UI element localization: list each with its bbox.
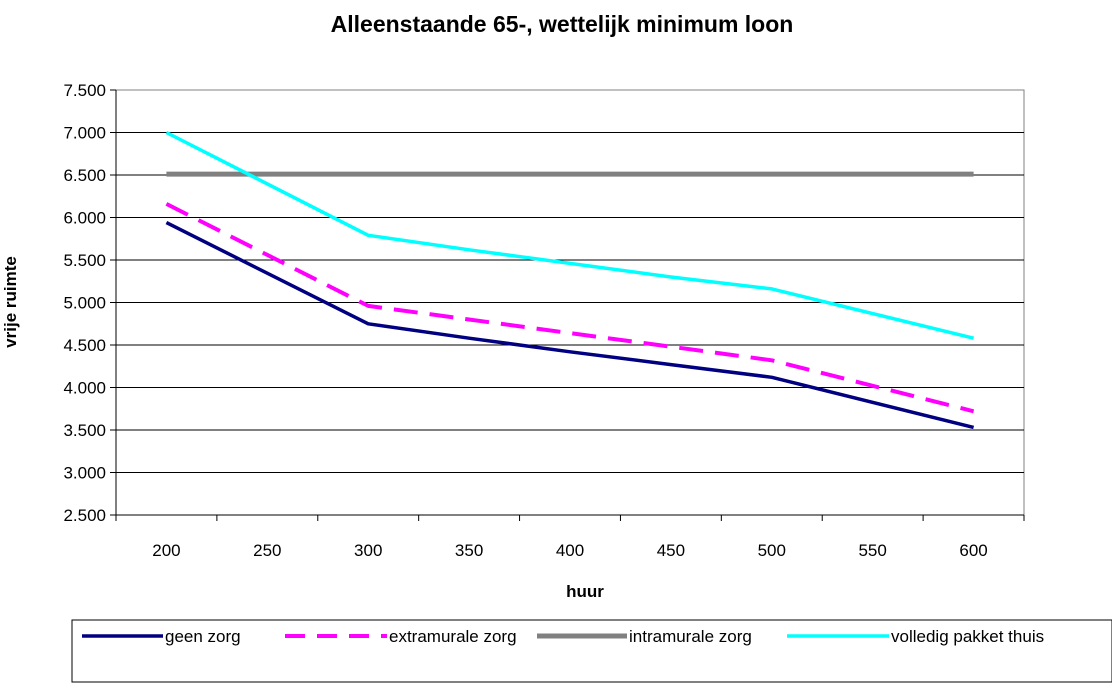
y-tick-label: 2.500 <box>63 506 106 525</box>
y-axis-ticks: 2.500 3.000 3.500 4.000 4.500 5.000 5.500 6.000… <box>63 81 117 525</box>
y-tick-label: 6.000 <box>63 209 106 228</box>
y-tick-label: 5.000 <box>63 294 106 313</box>
x-tick-label: 250 <box>253 541 281 560</box>
chart-title: Alleenstaande 65-, wettelijk minimum loo… <box>331 11 794 37</box>
gridlines <box>116 132 1024 473</box>
x-tick-label: 400 <box>556 541 584 560</box>
y-tick-label: 5.500 <box>63 251 106 270</box>
legend-label: volledig pakket thuis <box>891 627 1044 646</box>
legend <box>71 619 1112 683</box>
x-tick-label: 350 <box>455 541 483 560</box>
x-tick-label: 300 <box>354 541 382 560</box>
series-line <box>165 221 975 430</box>
x-tick-label: 500 <box>758 541 786 560</box>
series-line <box>165 202 975 414</box>
y-tick-label: 7.000 <box>63 124 106 143</box>
x-tick-label: 200 <box>152 541 180 560</box>
legend-entries: geen zorg extramurale zorg intramurale zor… <box>82 627 1044 646</box>
legend-label: intramurale zorg <box>629 627 752 646</box>
y-axis-label: vrije ruimte <box>1 256 20 348</box>
y-tick-label: 3.000 <box>63 464 106 483</box>
x-tick-label: 600 <box>959 541 987 560</box>
x-axis-ticks: 200 250 300 350 400 450 500 550 600 <box>115 514 1025 560</box>
legend-label: geen zorg <box>165 627 241 646</box>
y-tick-label: 7.500 <box>63 81 106 100</box>
legend-label: extramurale zorg <box>389 627 517 646</box>
x-axis-label: huur <box>566 582 604 601</box>
y-tick-label: 6.500 <box>63 166 106 185</box>
x-tick-label: 450 <box>657 541 685 560</box>
y-tick-label: 4.500 <box>63 336 106 355</box>
y-tick-label: 3.500 <box>63 421 106 440</box>
y-tick-label: 4.000 <box>63 379 106 398</box>
x-tick-label: 550 <box>858 541 886 560</box>
series-line <box>165 130 975 340</box>
series-lines <box>165 130 975 430</box>
